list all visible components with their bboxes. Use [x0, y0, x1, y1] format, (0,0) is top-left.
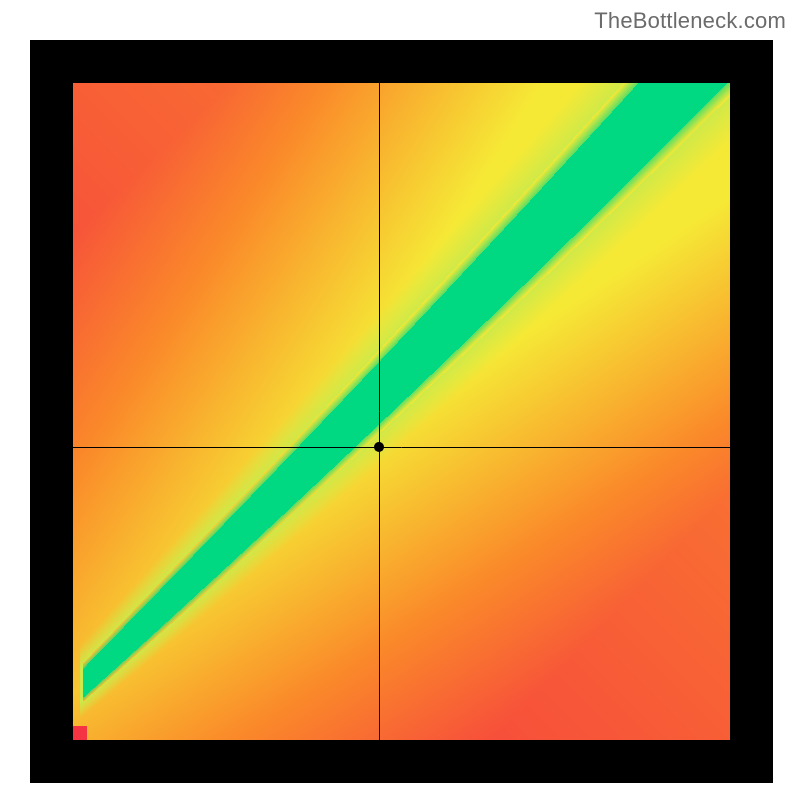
heatmap-canvas	[73, 83, 730, 740]
chart-container: TheBottleneck.com	[0, 0, 800, 800]
chart-border	[30, 40, 773, 783]
watermark-text: TheBottleneck.com	[594, 8, 786, 34]
